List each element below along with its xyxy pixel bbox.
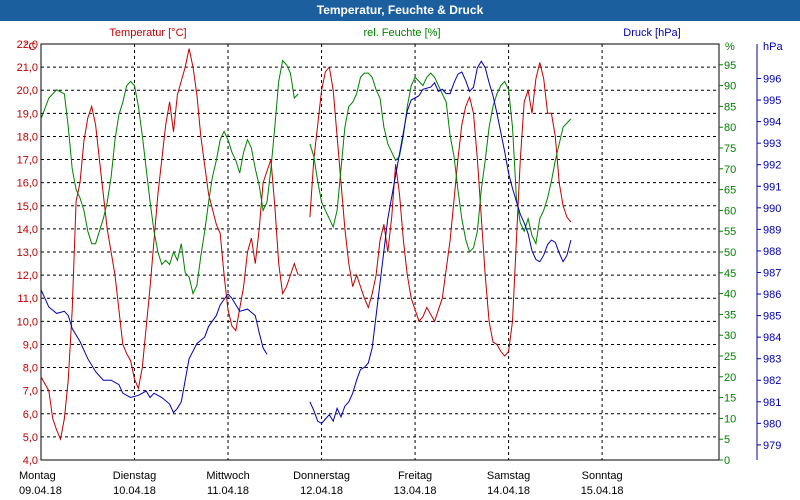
humidity-tick-label: 90 [724, 81, 736, 93]
humidity-tick-label: 55 [724, 226, 736, 238]
day-tick-label: Dienstag [113, 470, 156, 482]
humidity-tick-label: 10 [724, 413, 736, 425]
humidity-tick-label: 95 [724, 60, 736, 72]
humidity-tick-label: 35 [724, 309, 736, 321]
temperature-series-line [40, 48, 299, 441]
pressure-tick-label: 984 [763, 332, 781, 344]
pressure-tick-label: 986 [763, 289, 781, 301]
temperature-tick-label: 14,0 [17, 224, 38, 236]
humidity-tick-label: 15 [724, 393, 736, 405]
humidity-axis: 0 5 10 15 20 25 30 35 40 45 50 55 60 65 70 75 80 85 90 95 [719, 60, 736, 467]
pressure-tick-label: 983 [763, 354, 781, 366]
temperature-tick-label: 6,0 [23, 409, 38, 421]
humidity-series-line [309, 72, 572, 253]
date-tick-label: 13.04.18 [394, 485, 437, 497]
temperature-tick-label: 5,0 [23, 432, 38, 444]
date-tick-label: 12.04.18 [300, 485, 343, 497]
gridlines [41, 44, 719, 460]
temperature-tick-label: 7,0 [23, 386, 38, 398]
humidity-tick-label: 20 [724, 372, 736, 384]
temperature-tick-label: 18,0 [17, 131, 38, 143]
pressure-tick-label: 995 [763, 95, 781, 107]
pressure-tick-label: 979 [763, 440, 781, 452]
temperature-tick-label: 17,0 [17, 155, 38, 167]
humidity-tick-label: 65 [724, 185, 736, 197]
temperature-tick-label: 19,0 [17, 108, 38, 120]
humidity-tick-label: 80 [724, 122, 736, 134]
humidity-series-line [40, 59, 299, 296]
date-tick-label: 11.04.18 [207, 485, 249, 497]
pressure-tick-label: 996 [763, 73, 781, 85]
humidity-unit-label: % [725, 41, 735, 53]
pressure-tick-label: 991 [763, 181, 781, 193]
temperature-tick-label: 15,0 [17, 201, 38, 213]
pressure-tick-label: 980 [763, 418, 781, 430]
temperature-tick-label: 13,0 [17, 247, 38, 259]
pressure-tick-label: 993 [763, 138, 781, 150]
humidity-tick-label: 75 [724, 143, 736, 155]
day-axis: Montag 09.04.18 Dienstag 10.04.18 Mittwoch 11… [19, 470, 624, 497]
temperature-series-line [309, 62, 572, 357]
series-lines [40, 48, 572, 441]
day-tick-label: Sonntag [582, 470, 623, 482]
pressure-tick-label: 994 [763, 117, 781, 129]
date-tick-label: 09.04.18 [19, 485, 62, 497]
pressure-unit-label: hPa [763, 41, 783, 53]
temperature-series-label: Temperatur [°C] [109, 27, 186, 39]
temperature-tick-label: 9,0 [23, 339, 38, 351]
date-tick-label: 14.04.18 [487, 485, 530, 497]
humidity-tick-label: 5 [724, 434, 730, 446]
temperature-axis: 4,0 5,0 6,0 7,0 8,0 9,0 10,0 11,0 12,0 13,0 14,0 15… [17, 39, 38, 467]
pressure-tick-label: 992 [763, 160, 781, 172]
temperature-tick-label: 4,0 [23, 455, 38, 467]
day-tick-label: Samstag [487, 470, 530, 482]
humidity-tick-label: 25 [724, 351, 736, 363]
temperature-tick-label: 16,0 [17, 178, 38, 190]
temperature-tick-label: 21,0 [17, 62, 38, 74]
pressure-tick-label: 981 [763, 397, 781, 409]
humidity-tick-label: 40 [724, 289, 736, 301]
chart-title: Temperatur, Feuchte & Druck [0, 0, 800, 21]
temperature-tick-label: 20,0 [17, 85, 38, 97]
humidity-tick-label: 0 [724, 455, 730, 467]
humidity-tick-label: 85 [724, 101, 736, 113]
temperature-tick-label: 22,0 [17, 39, 38, 51]
day-tick-label: Montag [19, 470, 56, 482]
date-tick-label: 10.04.18 [113, 485, 156, 497]
pressure-series-label: Druck [hPa] [623, 27, 680, 39]
temperature-tick-label: 8,0 [23, 363, 38, 375]
date-tick-label: 15.04.18 [581, 485, 624, 497]
humidity-series-label: rel. Feuchte [%] [363, 27, 440, 39]
temperature-tick-label: 10,0 [17, 316, 38, 328]
temperature-tick-label: 11,0 [17, 293, 38, 305]
humidity-tick-label: 30 [724, 330, 736, 342]
humidity-tick-label: 70 [724, 164, 736, 176]
pressure-tick-label: 990 [763, 203, 781, 215]
pressure-axis: 979 980 981 982 983 984 985 986 987 988 989 990 991 9… [756, 44, 781, 460]
pressure-tick-label: 988 [763, 246, 781, 258]
temperature-tick-label: 12,0 [17, 270, 38, 282]
pressure-tick-label: 987 [763, 267, 781, 279]
temperature-unit-label: °C [24, 41, 36, 53]
pressure-series-line [40, 289, 268, 414]
pressure-series-line [309, 60, 572, 425]
axis-labels: °C Temperatur [°C] rel. Feuchte [%]% Druck … [24, 27, 783, 53]
pressure-tick-label: 982 [763, 375, 781, 387]
pressure-tick-label: 985 [763, 311, 781, 323]
day-tick-label: Freitag [398, 470, 432, 482]
humidity-tick-label: 50 [724, 247, 736, 259]
pressure-tick-label: 989 [763, 224, 781, 236]
day-tick-label: Mittwoch [206, 470, 249, 482]
humidity-tick-label: 60 [724, 205, 736, 217]
humidity-tick-label: 45 [724, 268, 736, 280]
day-tick-label: Donnerstag [293, 470, 350, 482]
